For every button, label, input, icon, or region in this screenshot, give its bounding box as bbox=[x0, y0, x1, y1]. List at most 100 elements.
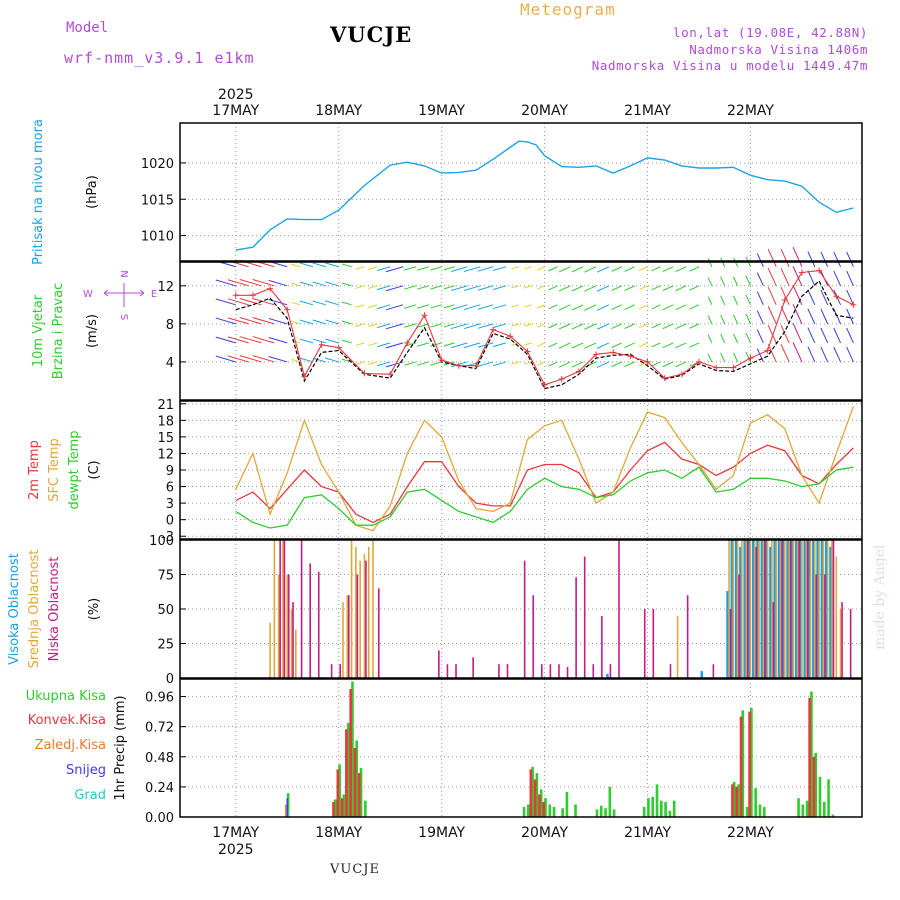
convective-rain-bar bbox=[731, 784, 734, 817]
y-tick-label: 0.24 bbox=[145, 781, 174, 796]
cloud-mid-bar bbox=[372, 540, 374, 678]
y-tick-label: 50 bbox=[157, 603, 174, 618]
cloud-low-bar bbox=[738, 574, 740, 678]
wind-arrow bbox=[536, 323, 545, 328]
wind-arrow bbox=[558, 304, 571, 311]
wind-arrow bbox=[451, 323, 468, 330]
total-rain-bar bbox=[612, 809, 616, 817]
cloud-mid-bar bbox=[745, 540, 747, 678]
cloud-low-bar bbox=[789, 540, 792, 678]
wind-arrow bbox=[846, 289, 854, 306]
wind-gust-marker bbox=[335, 344, 342, 351]
wind-arrow bbox=[820, 327, 829, 344]
cloud-mid-bar bbox=[728, 540, 730, 678]
convective-rain-bar bbox=[345, 729, 348, 817]
cloud-low-bar bbox=[283, 540, 286, 678]
wind-gust-marker bbox=[747, 355, 754, 362]
day-label-top: 19MAY bbox=[418, 103, 465, 119]
wind-arrow bbox=[536, 266, 545, 271]
wind-arrow bbox=[536, 304, 545, 309]
wind-arrow bbox=[443, 285, 455, 290]
wind-arrow bbox=[733, 333, 739, 344]
wind-arrow bbox=[548, 285, 558, 291]
cloud-high-bar bbox=[824, 540, 828, 678]
cloud-high-bar bbox=[829, 546, 832, 678]
y-tick-label: 8 bbox=[166, 318, 174, 333]
wind-arrow bbox=[792, 304, 803, 325]
wind-arrow bbox=[662, 342, 674, 349]
cloud-mid-bar bbox=[783, 540, 786, 678]
cloud-mid-bar bbox=[809, 540, 812, 678]
panel-frame bbox=[179, 261, 863, 401]
y-tick-label: 0.96 bbox=[145, 691, 174, 706]
wind-arrow bbox=[404, 266, 417, 271]
wind-arrow bbox=[524, 361, 532, 365]
wind-arrow bbox=[807, 346, 816, 363]
wind-gust-marker bbox=[232, 292, 239, 299]
wind-arrow bbox=[312, 319, 326, 325]
precip-label-conv: Konvek.Kisa bbox=[28, 713, 106, 728]
wind-arrow bbox=[239, 298, 262, 306]
wind-gust-marker bbox=[575, 368, 582, 375]
wind-arrow bbox=[376, 361, 391, 367]
wind-gust-marker bbox=[421, 312, 428, 319]
wind-arrow bbox=[325, 338, 339, 344]
wind-arrow bbox=[227, 355, 249, 363]
cloud-label-high: Visoka Oblacnost bbox=[7, 553, 22, 665]
bottom-station-name: VUCJE bbox=[330, 862, 380, 877]
wind-arrow bbox=[252, 317, 275, 325]
wind-arrow bbox=[820, 346, 829, 363]
cloud-low-bar bbox=[287, 574, 290, 678]
cloud-low-bar bbox=[798, 540, 800, 678]
wind-arrow bbox=[341, 301, 352, 306]
panel-frame bbox=[179, 122, 863, 262]
cloud-low-bar bbox=[279, 540, 281, 678]
wind-gust-marker bbox=[713, 364, 720, 371]
sfc-temp-line bbox=[235, 406, 855, 532]
compass-s: S bbox=[118, 314, 129, 320]
total-rain-bar bbox=[655, 784, 659, 817]
cloud-low-bar bbox=[806, 540, 809, 678]
wind-gust-marker bbox=[524, 348, 531, 355]
wind-arrow bbox=[341, 263, 352, 268]
total-rain-bar bbox=[539, 789, 543, 817]
wind-arrow bbox=[820, 308, 829, 325]
wind-arrow bbox=[312, 262, 326, 268]
wind-arrow bbox=[689, 342, 700, 348]
wind-arrow bbox=[792, 266, 803, 287]
wind-arrow bbox=[443, 342, 455, 347]
wind-arrow bbox=[325, 357, 339, 363]
wind-arrow bbox=[341, 320, 352, 325]
wind-arrow bbox=[624, 304, 635, 310]
wind-arrow bbox=[463, 323, 481, 330]
wind-arrow bbox=[227, 298, 249, 306]
wind-arrow bbox=[404, 304, 417, 309]
wind-arrow bbox=[268, 279, 288, 287]
cloud-mid-bar bbox=[796, 540, 799, 678]
wind-arrow bbox=[239, 355, 262, 363]
total-rain-bar bbox=[642, 806, 646, 817]
temp-unit: (C) bbox=[87, 460, 102, 479]
wind-arrow bbox=[227, 336, 249, 344]
wind-arrow bbox=[720, 295, 726, 306]
cloud-low-bar bbox=[849, 609, 852, 678]
total-rain-bar bbox=[668, 810, 672, 817]
total-rain-bar bbox=[797, 798, 800, 817]
cloud-high-bar bbox=[730, 540, 734, 678]
wind-arrow bbox=[639, 323, 648, 329]
wind-arrow bbox=[492, 304, 507, 310]
wind-gust-marker bbox=[833, 293, 840, 300]
wind-arrow bbox=[745, 313, 751, 325]
wind-arrow bbox=[376, 323, 391, 329]
pressure-title: Pritisak na nivou mora bbox=[31, 119, 46, 265]
wind-arrow bbox=[376, 342, 391, 348]
convective-rain-bar bbox=[735, 786, 739, 817]
wind-arrow bbox=[511, 361, 519, 365]
cloud-mid-bar bbox=[831, 540, 833, 678]
y-tick-label: 1015 bbox=[141, 193, 174, 208]
t2m-line bbox=[235, 441, 854, 524]
cloud-mid-bar bbox=[342, 602, 344, 678]
model-version: wrf-nmm_v3.9.1 e1km bbox=[64, 49, 255, 67]
wind-gust-marker bbox=[387, 371, 394, 378]
